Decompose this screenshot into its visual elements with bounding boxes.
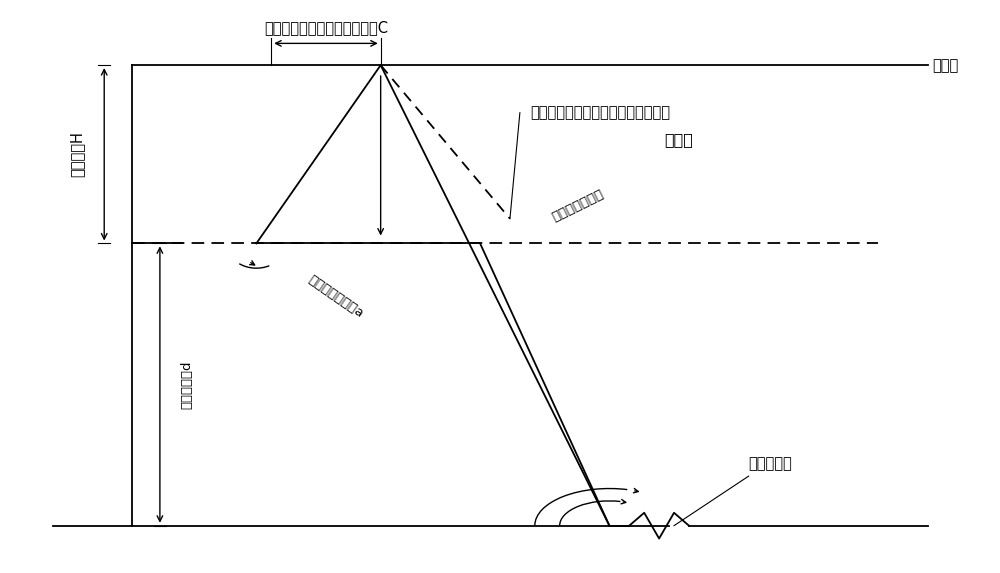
Text: 按整体边坡角设计的境界与地表交点: 按整体边坡角设计的境界与地表交点: [530, 105, 670, 120]
Text: 台阶高度H: 台阶高度H: [70, 131, 85, 177]
Text: 松散层放缓角度a: 松散层放缓角度a: [306, 273, 366, 320]
Text: 松散层厚度d: 松散层厚度d: [180, 360, 193, 409]
Text: 台阶边坡角: 台阶边坡角: [749, 456, 792, 471]
Text: 松散层: 松散层: [665, 132, 693, 147]
Text: 地表线: 地表线: [933, 58, 959, 73]
Text: 边坡放缓后地表交点偏移距离C: 边坡放缓后地表交点偏移距离C: [264, 21, 388, 36]
Text: 整体终了边坡角: 整体终了边坡角: [550, 187, 606, 223]
